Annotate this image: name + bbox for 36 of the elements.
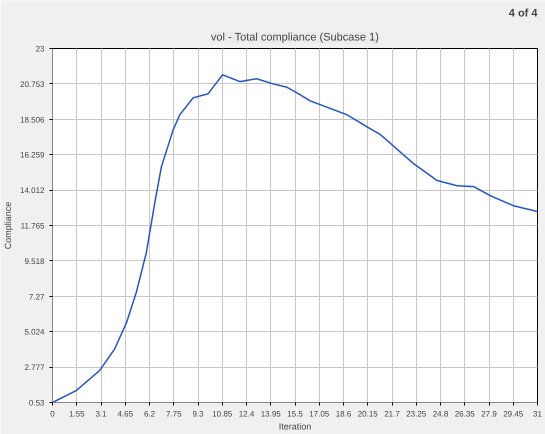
y-tick-label: 23 xyxy=(36,44,46,54)
x-tick-label: 7.75 xyxy=(166,410,182,418)
y-tick-label: 7.27 xyxy=(28,292,46,302)
x-tick-label: 1.55 xyxy=(68,410,86,418)
y-tick-label: 16.259 xyxy=(20,150,46,160)
x-tick-label: 0 xyxy=(50,410,56,418)
y-tick-label: 14.012 xyxy=(20,186,46,196)
x-tick-label: 12.4 xyxy=(238,410,255,418)
x-tick-label: 18.6 xyxy=(336,410,352,418)
x-tick-label: 6.2 xyxy=(144,410,156,418)
y-tick-label: 9.518 xyxy=(24,256,46,266)
x-axis-title: Iteration xyxy=(278,422,312,432)
y-tick-label: 2.777 xyxy=(24,363,46,372)
x-tick-label: 26.35 xyxy=(454,410,476,418)
x-tick-label: 29.45 xyxy=(503,410,524,418)
x-tick-label: 13.95 xyxy=(260,410,282,418)
x-tick-label: 20.15 xyxy=(358,410,378,418)
y-tick-label: 18.506 xyxy=(20,115,46,124)
chart-title: vol - Total compliance (Subcase 1) xyxy=(210,32,379,44)
x-tick-label: 21.7 xyxy=(384,410,400,418)
x-tick-label: 24.8 xyxy=(432,410,449,418)
x-tick-label: 4.65 xyxy=(117,410,134,418)
x-tick-label: 17.05 xyxy=(309,410,330,418)
y-tick-label: 11.765 xyxy=(20,222,46,230)
y-tick-label: 20.753 xyxy=(20,80,46,89)
x-tick-label: 9.3 xyxy=(192,410,204,418)
x-tick-label: 23.25 xyxy=(406,410,427,418)
x-tick-label: 10.85 xyxy=(212,410,233,418)
y-tick-label: 0.53 xyxy=(28,398,46,408)
x-tick-label: 27.9 xyxy=(481,410,498,418)
text: 4 of 4 xyxy=(508,8,538,20)
y-axis-title: Compliance xyxy=(3,202,14,250)
x-tick-label: 15.5 xyxy=(287,410,304,418)
x-tick-label: 3.1 xyxy=(95,410,108,418)
y-tick-label: 5.024 xyxy=(24,328,46,337)
x-tick-label: 31 xyxy=(533,410,542,418)
